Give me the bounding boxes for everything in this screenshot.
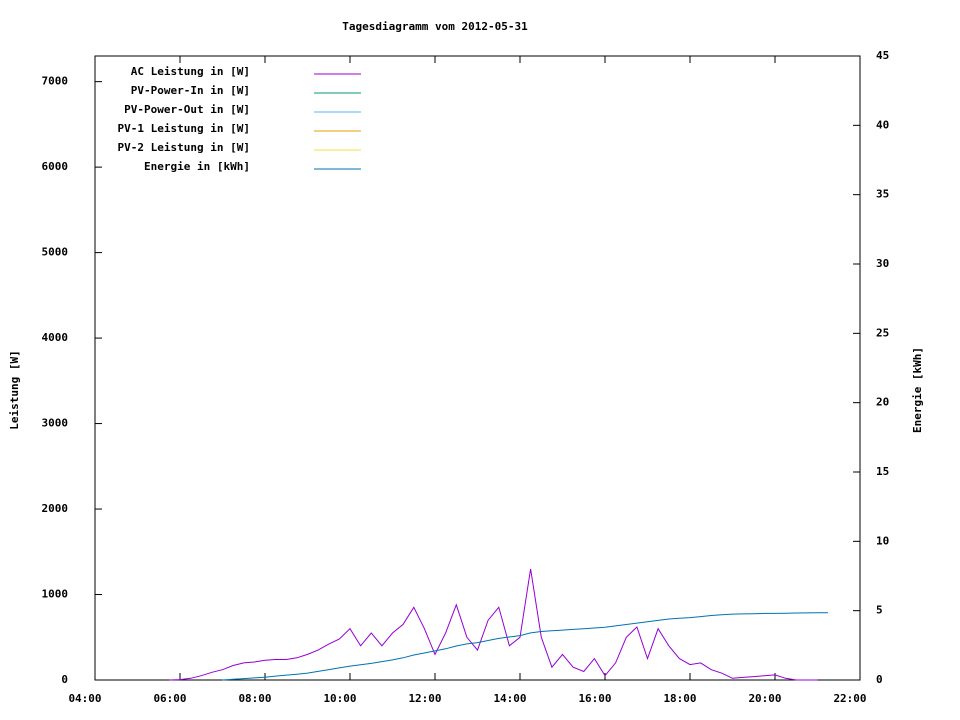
x-tick-label: 18:00: [663, 692, 696, 705]
legend-label: PV-2 Leistung in [W]: [118, 141, 250, 154]
y2-tick-label: 25: [876, 326, 889, 339]
legend-label: Energie in [kWh]: [144, 160, 250, 173]
x-tick-label: 14:00: [493, 692, 526, 705]
x-tick-label: 08:00: [238, 692, 271, 705]
series-line: [169, 568, 818, 681]
series-line: [222, 612, 829, 681]
y2-axis-label: Energie [kWh]: [911, 347, 924, 433]
y-tick-label: 3000: [42, 417, 69, 430]
y-tick-label: 7000: [42, 75, 69, 88]
chart-title: Tagesdiagramm vom 2012-05-31: [342, 20, 528, 33]
y2-tick-label: 20: [876, 396, 889, 409]
x-tick-label: 16:00: [578, 692, 611, 705]
y-tick-label: 0: [61, 673, 68, 686]
y2-tick-label: 30: [876, 257, 889, 270]
legend-label: PV-Power-Out in [W]: [124, 103, 250, 116]
plot-frame: [94, 55, 861, 681]
legend-label: AC Leistung in [W]: [131, 65, 250, 78]
y-tick-label: 6000: [42, 160, 69, 173]
y-tick-label: 4000: [42, 331, 69, 344]
y-tick-label: 5000: [42, 246, 69, 259]
y2-tick-label: 40: [876, 118, 889, 131]
legend-label: PV-Power-In in [W]: [131, 84, 250, 97]
y-axis-label: Leistung [W]: [8, 350, 21, 429]
x-tick-label: 22:00: [833, 692, 866, 705]
y2-tick-label: 15: [876, 465, 889, 478]
y2-tick-label: 35: [876, 188, 889, 201]
x-tick-label: 10:00: [323, 692, 356, 705]
x-tick-label: 06:00: [153, 692, 186, 705]
y2-tick-label: 0: [876, 673, 883, 686]
x-tick-label: 20:00: [748, 692, 781, 705]
x-tick-label: 04:00: [68, 692, 101, 705]
x-tick-label: 12:00: [408, 692, 441, 705]
y2-tick-label: 5: [876, 604, 883, 617]
y2-tick-label: 10: [876, 534, 889, 547]
y-tick-label: 2000: [42, 502, 69, 515]
y-tick-label: 1000: [42, 588, 69, 601]
legend-label: PV-1 Leistung in [W]: [118, 122, 250, 135]
y2-tick-label: 45: [876, 49, 889, 62]
